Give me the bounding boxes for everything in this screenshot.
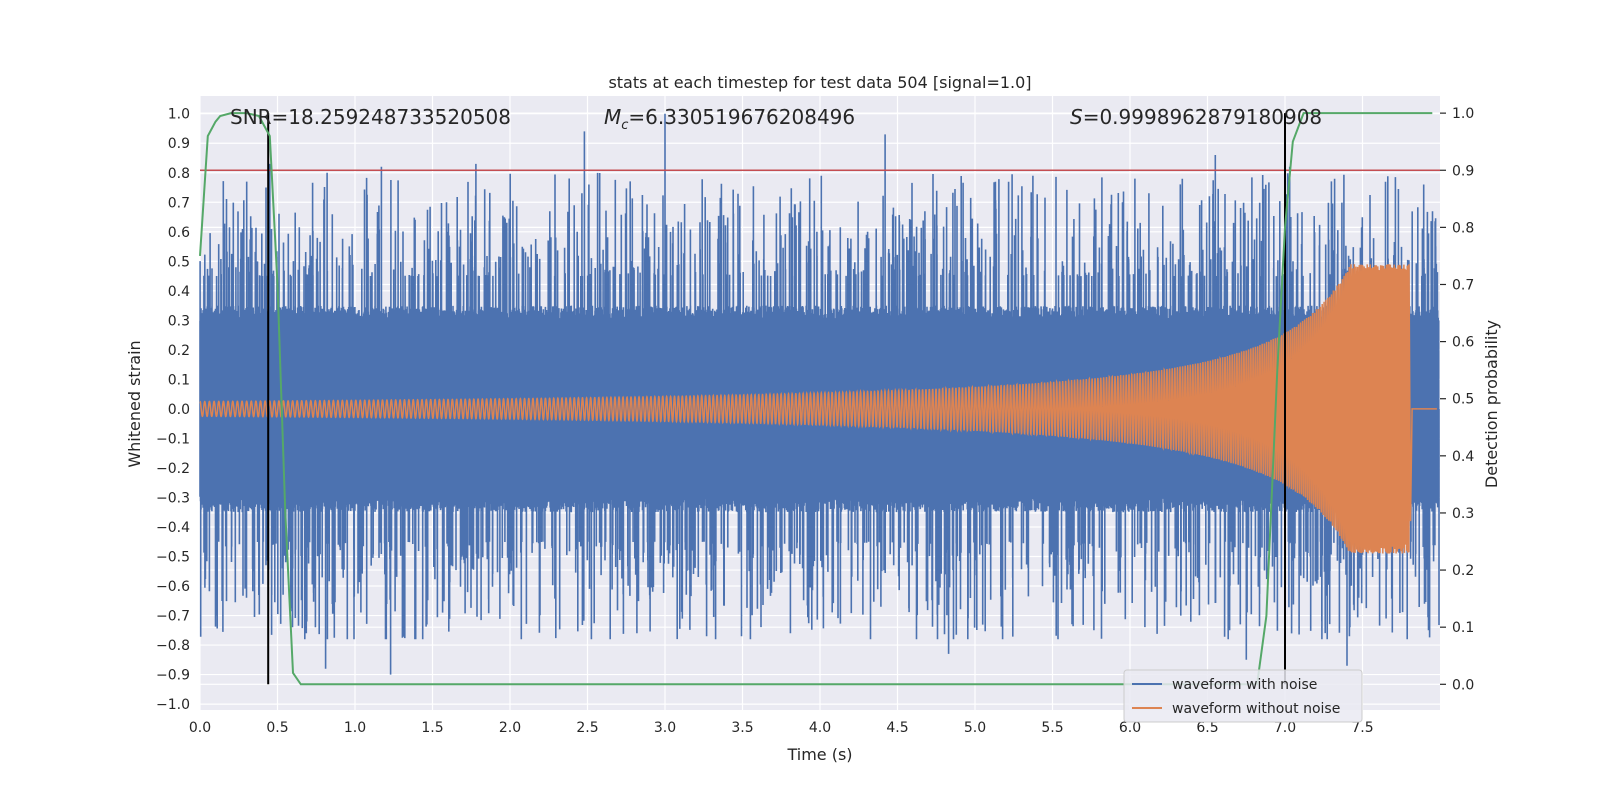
x-tick-label: 3.0 (654, 720, 676, 736)
y2-tick-label: 1.0 (1452, 106, 1474, 122)
x-axis-label: Time (s) (786, 745, 852, 764)
detection-probability-line (199, 112, 1433, 686)
clean-waveform-line (199, 264, 1437, 554)
x-tick-label: 4.0 (809, 720, 831, 736)
significance-annotation: S=0.9998962879180908 (1070, 105, 1322, 129)
y-tick-label: 1.0 (168, 107, 190, 123)
x-axis-ticks: 0.0 0.5 1.0 1.5 2.0 2.5 3.0 3.5 4.0 4.5 5.0 5.5 6.0 6… (189, 720, 1374, 736)
y-tick-label: −0.3 (156, 490, 190, 506)
y2-tick-label: 0.4 (1452, 449, 1474, 465)
y-tick-label: 0.3 (168, 313, 190, 329)
y2-tick-label: 0.8 (1452, 220, 1474, 236)
y-tick-label: 0.2 (168, 343, 190, 359)
chart-title: stats at each timestep for test data 504… (608, 73, 1031, 92)
y-tick-label: −0.9 (156, 668, 190, 684)
legend-label-noise: waveform with noise (1172, 677, 1317, 693)
y-tick-label: −0.6 (156, 579, 190, 595)
y-tick-label: −0.5 (156, 550, 190, 566)
y2-axis-label: Detection probability (1482, 320, 1501, 488)
y2-axis-ticks: 0.0 0.1 0.2 0.3 0.4 0.5 0.6 0.7 0.8 0.9 1.0 (1440, 106, 1474, 693)
legend: waveform with noise waveform without noi… (1123, 669, 1363, 723)
chirp-mass-symbol: M (604, 105, 621, 129)
y2-tick-label: 0.5 (1452, 392, 1474, 408)
x-tick-label: 6.0 (1119, 720, 1141, 736)
series-waveform-without-noise (199, 264, 1437, 554)
y2-tick-label: 0.0 (1452, 677, 1474, 693)
chirp-mass-subscript: c (621, 118, 628, 133)
y-tick-label: 0.6 (168, 225, 190, 241)
y-tick-label: −0.8 (156, 638, 190, 654)
x-tick-label: 0.0 (189, 720, 211, 736)
x-tick-label: 4.5 (886, 720, 908, 736)
chirp-mass-value: =6.330519676208496 (628, 105, 855, 129)
x-tick-label: 3.5 (731, 720, 753, 736)
legend-box (1123, 669, 1363, 723)
y-axis-ticks: −1.0 −0.9 −0.8 −0.7 −0.6 −0.5 −0.4 −0.3 −0.2 −0.1… (156, 107, 190, 713)
x-tick-label: 5.5 (1041, 720, 1063, 736)
y2-tick-label: 0.2 (1452, 563, 1474, 579)
y-tick-label: −0.1 (156, 431, 190, 447)
y-tick-label: 0.1 (168, 372, 190, 388)
y-tick-label: −0.7 (156, 609, 190, 625)
y-tick-label: 0.9 (168, 136, 190, 152)
y-tick-label: −1.0 (156, 697, 190, 713)
y2-tick-label: 0.3 (1452, 506, 1474, 522)
y-tick-label: 0.4 (168, 284, 190, 300)
y2-tick-label: 0.7 (1452, 277, 1474, 293)
y-tick-label: 0.0 (168, 402, 190, 418)
x-tick-label: 6.5 (1196, 720, 1218, 736)
y-tick-label: 0.5 (168, 254, 190, 270)
x-tick-label: 1.0 (344, 720, 366, 736)
snr-annotation: SNR=18.259248733520508 (230, 105, 511, 129)
significance-symbol: S (1070, 105, 1083, 129)
significance-value: =0.9998962879180908 (1083, 105, 1322, 129)
y2-tick-label: 0.1 (1452, 620, 1474, 636)
x-tick-label: 1.5 (421, 720, 443, 736)
x-tick-label: 2.0 (499, 720, 521, 736)
y-tick-label: −0.2 (156, 461, 190, 477)
x-tick-label: 7.5 (1351, 720, 1373, 736)
y-tick-label: 0.7 (168, 195, 190, 211)
legend-label-clean: waveform without noise (1172, 701, 1340, 717)
x-tick-label: 7.0 (1274, 720, 1296, 736)
y-tick-label: 0.8 (168, 166, 190, 182)
y-tick-label: −0.4 (156, 520, 190, 536)
x-tick-label: 2.5 (576, 720, 598, 736)
x-tick-label: 0.5 (266, 720, 288, 736)
x-tick-label: 5.0 (964, 720, 986, 736)
y2-tick-label: 0.6 (1452, 335, 1474, 351)
y-axis-label: Whitened strain (125, 340, 144, 467)
chirp-mass-annotation: Mc=6.330519676208496 (604, 105, 855, 133)
overlay-lines (199, 112, 1440, 686)
y2-tick-label: 0.9 (1452, 163, 1474, 179)
